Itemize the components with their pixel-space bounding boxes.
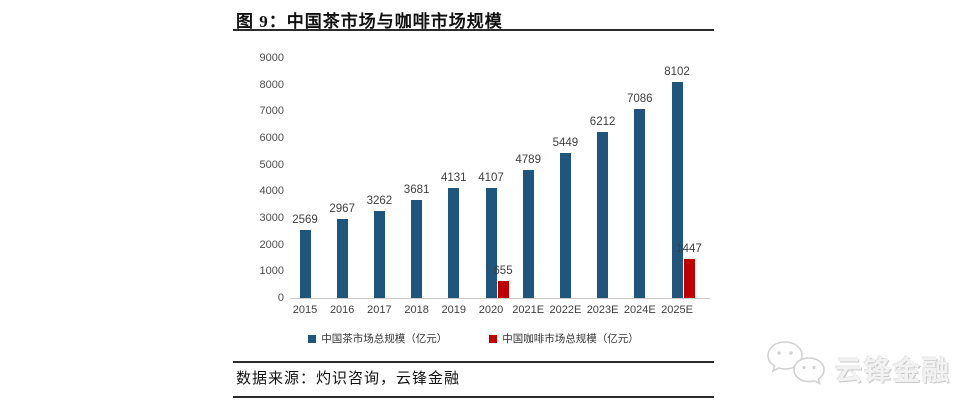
y-tick-label: 9000	[259, 52, 284, 64]
bar-value-label: 4789	[515, 154, 541, 167]
tea-bar	[597, 132, 609, 298]
x-tick-label: 2018	[404, 304, 429, 316]
bar-value-label: 6212	[589, 116, 616, 129]
source-divider-top	[233, 361, 714, 363]
legend-item-tea: 中国茶市场总规模（亿元）	[308, 331, 447, 346]
coffee-bar	[497, 280, 509, 298]
tea-bar	[448, 187, 460, 298]
x-tick-label: 2015	[292, 304, 318, 316]
x-tick-label: 2021E	[512, 304, 545, 316]
tea-legend-swatch	[308, 334, 317, 343]
bar-value-label: 4107	[478, 172, 504, 185]
bar-value-label: 7086	[627, 93, 653, 106]
y-tick-label: 1000	[259, 265, 284, 278]
y-tick-label: 5000	[259, 158, 284, 171]
coffee-bar	[683, 259, 695, 298]
tea-bar	[411, 199, 423, 298]
coffee-legend-swatch	[489, 334, 498, 343]
tea-bar	[671, 81, 683, 298]
brand-watermark: 云锋金融	[765, 338, 951, 399]
tea-bar	[299, 229, 311, 298]
bar-value-label: 5449	[552, 136, 579, 149]
source-note: 数据来源：灼识咨询，云锋金融	[236, 371, 461, 387]
source-divider-bottom	[233, 396, 714, 398]
wechat-icon	[765, 338, 827, 399]
x-tick-label: 2022E	[549, 304, 582, 316]
x-tick-label: 2025E	[661, 304, 693, 316]
y-tick-label: 4000	[259, 185, 284, 198]
figure-title: 图 9：中国茶市场与咖啡市场规模	[236, 12, 503, 31]
bar-value-label: 2967	[329, 202, 355, 215]
tea-bar	[336, 218, 348, 298]
x-tick-label: 2023E	[586, 304, 619, 316]
legend-item-coffee: 中国咖啡市场总规模（亿元）	[489, 331, 639, 346]
x-tick-label: 2020	[478, 304, 504, 316]
x-tick-label: 2017	[367, 304, 392, 316]
bar-chart-plot-area: 2015 2569 2016 2967 2017 3262 2018 3681 2019 4131…	[290, 58, 710, 316]
tea-bar	[485, 188, 497, 298]
watermark-brand-text: 云锋金融	[835, 356, 951, 386]
bar-value-label: 3262	[366, 195, 393, 208]
x-tick-label: 2016	[329, 304, 355, 316]
tea-legend-label: 中国茶市场总规模（亿元）	[321, 333, 448, 345]
x-tick-label: 2024E	[623, 304, 656, 316]
y-tick-label: 8000	[259, 78, 284, 91]
tea-bar	[634, 109, 646, 298]
bar-value-label: 4131	[441, 171, 467, 184]
title-divider	[233, 29, 714, 31]
bar-value-label: 2569	[292, 213, 318, 226]
y-tick-label: 6000	[259, 132, 284, 144]
chart-legend: 中国茶市场总规模（亿元） 中国咖啡市场总规模（亿元）	[233, 331, 714, 346]
tea-bar	[373, 211, 385, 298]
y-tick-label: 0	[277, 292, 284, 304]
y-tick-label: 3000	[259, 212, 284, 224]
y-tick-label: 7000	[259, 105, 284, 118]
y-tick-label: 2000	[259, 238, 284, 251]
x-tick-label: 2019	[441, 304, 467, 316]
bar-value-label: 3681	[403, 183, 430, 196]
bar-value-label: 1447	[676, 243, 702, 256]
tea-bar	[559, 152, 571, 298]
bar-value-label: 655	[493, 264, 513, 277]
coffee-legend-label: 中国咖啡市场总规模（亿元）	[502, 333, 639, 345]
bar-value-label: 8102	[664, 65, 690, 78]
tea-bar	[522, 170, 534, 298]
